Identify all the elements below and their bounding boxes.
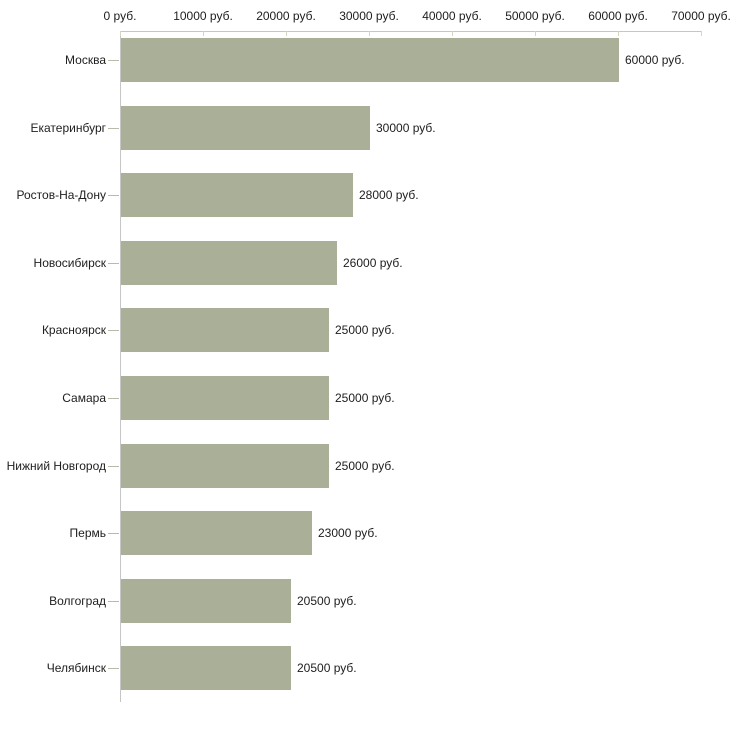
value-label: 25000 руб.: [335, 391, 395, 405]
value-label: 25000 руб.: [335, 323, 395, 337]
x-axis-tick: [369, 31, 370, 36]
x-axis-tick: [203, 31, 204, 36]
value-label: 28000 руб.: [359, 188, 419, 202]
category-label: Екатеринбург: [30, 121, 107, 135]
x-axis-tick: [452, 31, 453, 36]
x-axis-tick: [286, 31, 287, 36]
x-axis-tick-label: 40000 руб.: [422, 9, 482, 23]
value-label: 20500 руб.: [297, 594, 357, 608]
x-axis-tick: [535, 31, 536, 36]
category-tick: [108, 330, 119, 331]
value-label: 23000 руб.: [318, 526, 378, 540]
category-label: Новосибирск: [33, 256, 106, 270]
x-axis-tick-label: 70000 руб.: [671, 9, 730, 23]
bar-9: [121, 646, 291, 690]
y-axis-line: [120, 31, 121, 702]
category-label: Москва: [65, 53, 106, 67]
x-axis-tick-label: 0 руб.: [103, 9, 137, 23]
x-axis-tick-label: 20000 руб.: [256, 9, 316, 23]
value-label: 30000 руб.: [376, 121, 436, 135]
bar-3: [121, 241, 337, 285]
category-tick: [108, 195, 119, 196]
category-label: Пермь: [69, 526, 106, 540]
category-tick: [108, 668, 119, 669]
category-label: Красноярск: [41, 323, 106, 337]
category-tick: [108, 466, 119, 467]
category-label: Нижний Новгород: [6, 459, 106, 473]
category-label: Волгоград: [49, 594, 106, 608]
category-tick: [108, 398, 119, 399]
category-tick: [108, 601, 119, 602]
bar-7: [121, 511, 312, 555]
bar-2: [121, 173, 353, 217]
x-axis-tick-label: 30000 руб.: [339, 9, 399, 23]
category-tick: [108, 533, 119, 534]
category-label: Челябинск: [46, 661, 106, 675]
category-tick: [108, 60, 119, 61]
x-axis-tick-label: 60000 руб.: [588, 9, 648, 23]
value-label: 20500 руб.: [297, 661, 357, 675]
bar-8: [121, 579, 291, 623]
x-axis-tick-label: 10000 руб.: [173, 9, 233, 23]
value-label: 25000 руб.: [335, 459, 395, 473]
category-label: Ростов-На-Дону: [16, 188, 106, 202]
x-axis-tick-label: 50000 руб.: [505, 9, 565, 23]
category-label: Самара: [62, 391, 106, 405]
bar-1: [121, 106, 370, 150]
value-label: 26000 руб.: [343, 256, 403, 270]
x-axis-tick: [618, 31, 619, 36]
bar-6: [121, 444, 329, 488]
x-axis-tick: [120, 31, 121, 36]
x-axis-tick: [701, 31, 702, 36]
x-axis-line: [120, 31, 702, 32]
category-tick: [108, 128, 119, 129]
bar-4: [121, 308, 329, 352]
bar-0: [121, 38, 619, 82]
value-label: 60000 руб.: [625, 53, 685, 67]
bar-5: [121, 376, 329, 420]
category-tick: [108, 263, 119, 264]
